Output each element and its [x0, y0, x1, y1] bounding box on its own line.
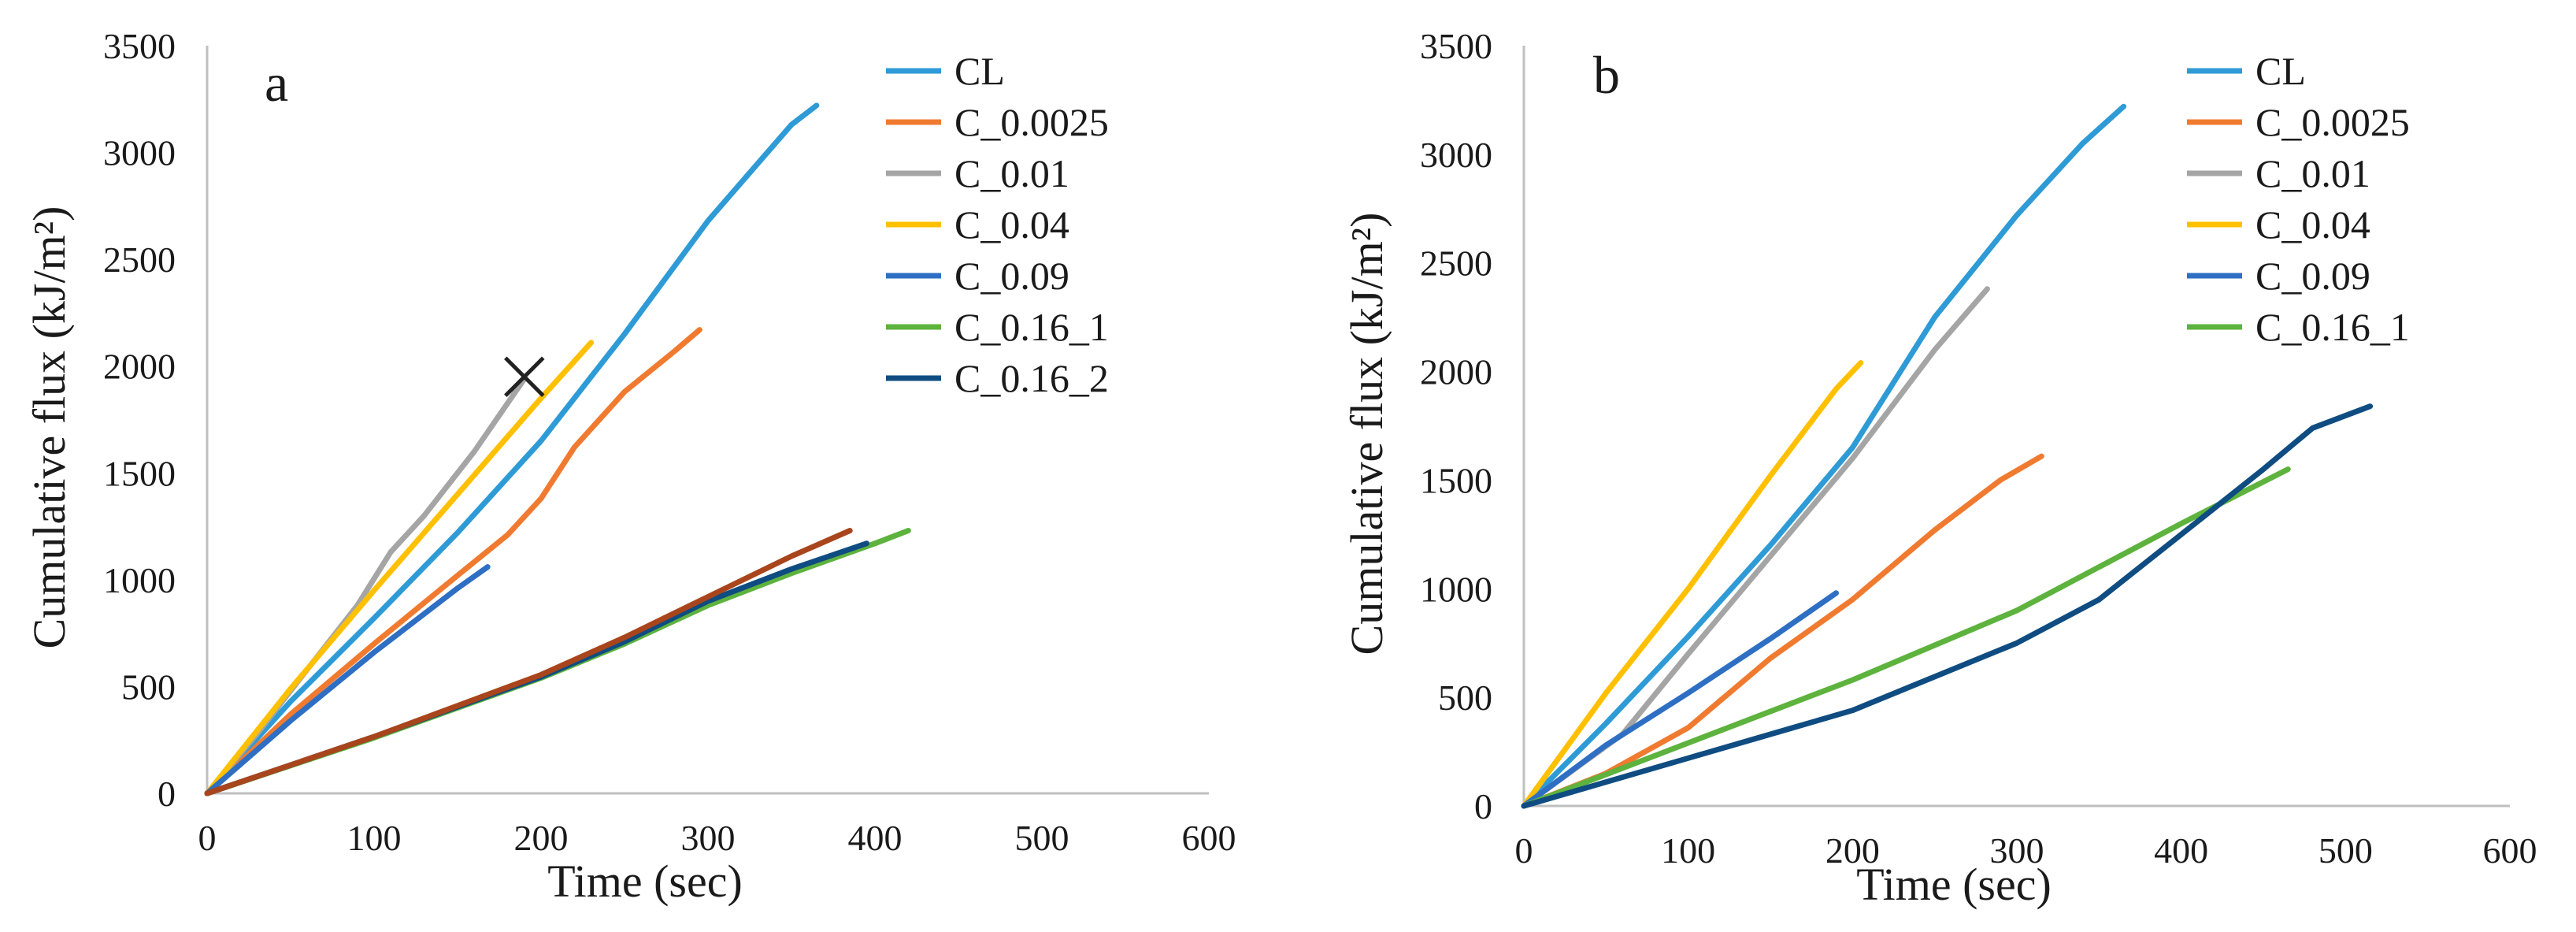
x-tick-label: 600	[2483, 830, 2537, 871]
x-tick-label: 400	[848, 818, 903, 858]
y-tick-label: 500	[121, 667, 176, 707]
x-axis-title: Time (sec)	[1856, 859, 2052, 910]
legend-label: CL	[2255, 49, 2306, 93]
y-tick-label: 3500	[1420, 26, 1492, 66]
x-axis-title: Time (sec)	[547, 856, 743, 907]
y-tick-label: 2500	[103, 239, 176, 280]
panel-label: a	[265, 53, 288, 113]
legend-label: C_0.16_1	[2255, 305, 2410, 349]
series-line-unlabeled-7	[204, 528, 853, 796]
y-tick-label: 3000	[1420, 135, 1492, 175]
series-line-c-0-16-1	[1521, 466, 2291, 809]
x-tick-label: 0	[198, 818, 217, 858]
x-tick-label: 300	[681, 818, 736, 858]
chart-panel-b: 0 500 1000 1500 2000 2500 3000 3500 0 100 200 300 40…	[1341, 26, 2537, 910]
series-line-c-0-0025	[1521, 453, 2044, 809]
y-tick-label: 3500	[103, 26, 176, 66]
y-axis-title: Cumulative flux (kJ/m²)	[1341, 213, 1392, 655]
x-tick-label: 500	[1015, 818, 1069, 858]
chart-panel-a: 0 500 1000 1500 2000 2500 3000 3500 0 100 200 300 40…	[24, 26, 1236, 907]
y-tick-label: 2000	[103, 347, 176, 387]
y-tick-label: 2000	[1420, 352, 1492, 392]
y-tick-label: 1000	[1420, 569, 1492, 609]
x-tick-label: 400	[2154, 830, 2208, 871]
legend-label: C_0.04	[2255, 202, 2370, 247]
x-marker-annotation	[504, 356, 545, 398]
y-tick-label: 0	[1474, 786, 1492, 826]
x-tick-label: 100	[1661, 830, 1715, 871]
legend-label: C_0.09	[954, 254, 1069, 298]
x-tick-label: 600	[1182, 818, 1236, 858]
y-axis-title: Cumulative flux (kJ/m²)	[24, 206, 75, 649]
legend-label: CL	[954, 49, 1005, 93]
legend: CL C_0.0025 C_0.01 C_0.04 C_0.09 C_0.16_1	[2187, 49, 2410, 349]
legend-label: C_0.0025	[954, 100, 1109, 144]
x-tick-label: 200	[514, 818, 569, 858]
legend-label: C_0.0025	[2255, 100, 2410, 144]
series-line-c-0-04	[204, 340, 595, 796]
series-line-unlabeled-6	[1521, 403, 2374, 809]
x-tick-label: 500	[2318, 830, 2373, 871]
series-line-c-0-0025	[204, 327, 702, 796]
y-tick-label: 1500	[1420, 460, 1492, 500]
legend-label: C_0.16_2	[954, 356, 1109, 400]
legend-label: C_0.04	[954, 202, 1069, 247]
series-line-c-0-04	[1521, 360, 1864, 809]
x-tick-label: 100	[347, 818, 402, 858]
legend-label: C_0.09	[2255, 254, 2370, 298]
series-line-c-0-09	[1521, 590, 1839, 809]
y-tick-label: 1000	[103, 560, 176, 600]
series-line-c-0-09	[204, 564, 491, 796]
y-tick-label: 3000	[103, 133, 176, 173]
series-line-cl	[204, 102, 820, 796]
y-tick-label: 500	[1438, 678, 1492, 718]
legend-label: C_0.01	[2255, 151, 2370, 195]
x-tick-label: 200	[1825, 830, 1880, 871]
legend: CL C_0.0025 C_0.01 C_0.04 C_0.09 C_0.16_1 C_0.…	[886, 49, 1109, 400]
y-tick-label: 0	[158, 774, 176, 814]
x-tick-label: 300	[1990, 830, 2044, 871]
legend-label: C_0.01	[954, 151, 1069, 195]
legend-label: C_0.16_1	[954, 305, 1109, 349]
x-tick-label: 0	[1515, 830, 1533, 871]
y-tick-label: 1500	[103, 453, 176, 493]
series-line-cl	[1521, 103, 2127, 809]
y-tick-label: 2500	[1420, 243, 1492, 284]
panel-label: b	[1593, 45, 1620, 105]
